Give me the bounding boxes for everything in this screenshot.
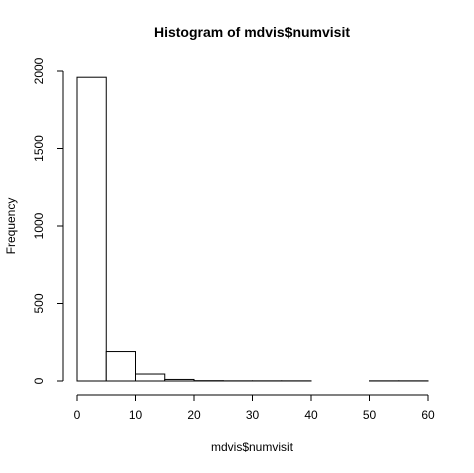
- y-tick-label: 1000: [32, 212, 46, 239]
- y-tick-label: 2000: [32, 57, 46, 84]
- x-tick-label: 30: [246, 408, 260, 422]
- histogram-bar: [105, 351, 136, 382]
- bars-group: [76, 76, 429, 382]
- x-tick-label: 50: [363, 408, 377, 422]
- x-tick-label: 10: [129, 408, 143, 422]
- x-tick-label: 40: [304, 408, 318, 422]
- chart-title: Histogram of mdvis$numvisit: [154, 24, 350, 40]
- histogram-bar: [76, 76, 107, 382]
- x-tick-label: 60: [421, 408, 435, 422]
- x-axis: 0 10 20 30 40 50 60: [74, 394, 435, 422]
- x-tick-label: 20: [187, 408, 201, 422]
- y-tick-label: 0: [32, 377, 46, 384]
- y-tick-label: 500: [32, 293, 46, 313]
- histogram-bar: [135, 373, 166, 382]
- x-axis-label: mdvis$numvisit: [211, 440, 294, 454]
- histogram-bar: [164, 378, 195, 382]
- y-axis-label: Frequency: [4, 198, 18, 255]
- y-axis: 0 500 1000 1500 2000: [32, 57, 64, 384]
- y-tick-label: 1500: [32, 135, 46, 162]
- x-tick-label: 0: [74, 408, 81, 422]
